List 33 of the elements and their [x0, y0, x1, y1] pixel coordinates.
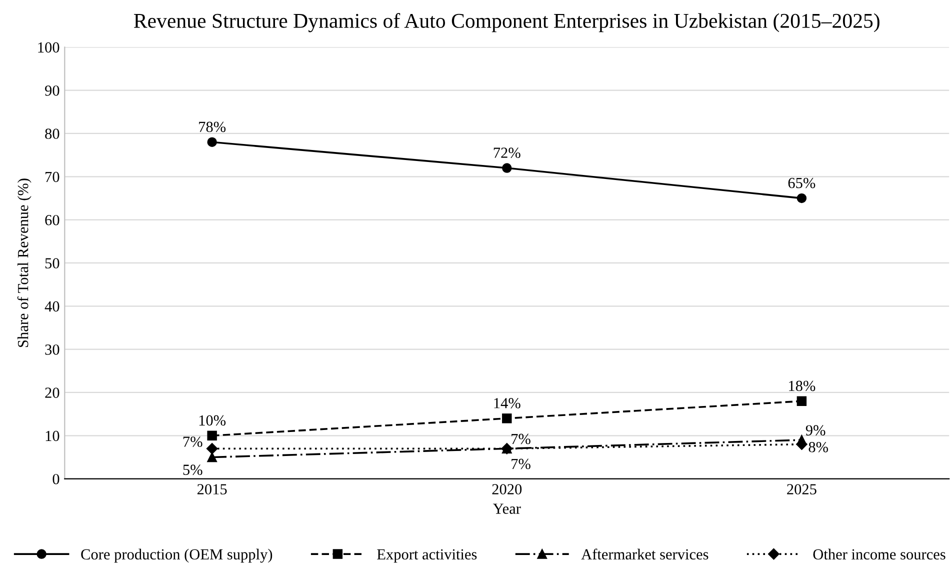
data-label: 8%: [808, 442, 828, 452]
data-label: 5%: [183, 464, 202, 476]
data-label: 78%: [199, 122, 226, 132]
y-tick-label: 90: [45, 85, 60, 96]
x-tick-label: 2025: [787, 484, 816, 494]
y-axis-title: Share of Total Revenue (%): [17, 178, 32, 347]
chart-title: Revenue Structure Dynamics of Auto Component Enterprises in Uzbekistan (2015–2025): [134, 13, 880, 32]
data-label: 14%: [494, 398, 520, 408]
y-tick-label: 60: [45, 214, 60, 226]
data-label: 72%: [494, 148, 520, 158]
y-tick-label: 100: [38, 42, 60, 53]
y-tick-label: 50: [45, 258, 60, 268]
legend-label: Core production (OEM supply): [81, 548, 272, 563]
y-tick-label: 70: [46, 172, 60, 182]
data-label: 7%: [512, 458, 530, 470]
data-label: 7%: [512, 434, 530, 444]
y-tick-label: 10: [46, 430, 60, 442]
legend-label: Aftermarket services: [581, 548, 708, 560]
legend-label: Export activities: [377, 549, 477, 563]
y-tick-label: 0: [52, 474, 60, 484]
y-tick-label: 30: [45, 344, 60, 355]
data-label: 18%: [789, 380, 816, 392]
x-tick-label: 2015: [197, 484, 227, 494]
data-label: 9%: [806, 425, 826, 436]
y-tick-label: 20: [45, 388, 60, 398]
y-tick-label: 80: [45, 128, 60, 139]
legend-label: Other income sources: [813, 548, 946, 560]
y-tick-label: 40: [44, 301, 60, 312]
x-tick-label: 2020: [492, 484, 522, 494]
x-axis-title: Year: [492, 504, 521, 514]
data-label: 10%: [199, 415, 226, 426]
data-label: 65%: [788, 178, 816, 188]
data-label: 7%: [183, 436, 202, 447]
